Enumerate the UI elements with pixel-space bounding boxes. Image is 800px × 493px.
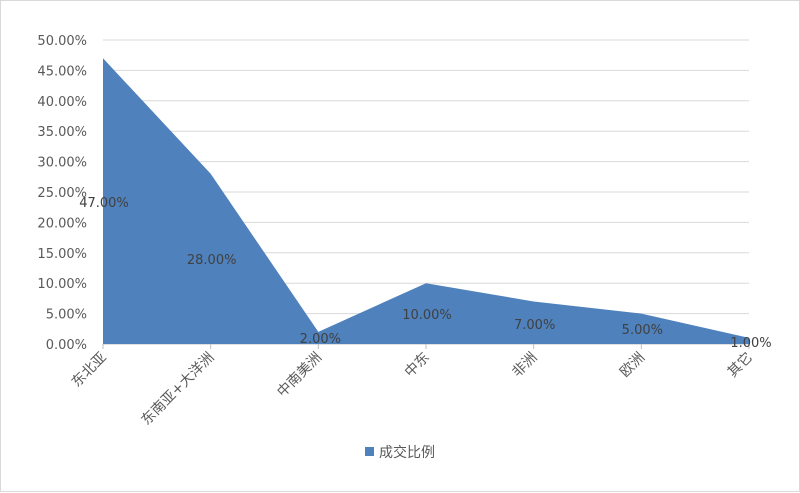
legend: 成交比例 — [365, 444, 435, 461]
y-tick-label: 45.00% — [37, 64, 87, 79]
data-label: 1.00% — [730, 336, 771, 351]
x-tick-label: 中南美洲 — [274, 350, 325, 401]
x-tick-label: 东北亚 — [69, 350, 110, 391]
y-tick-label: 40.00% — [37, 95, 87, 110]
y-tick-label: 50.00% — [37, 34, 87, 49]
y-tick-label: 5.00% — [46, 308, 87, 323]
data-labels: 47.00% 28.00% 2.00% 10.00% 7.00% 5.00% 1.00% — [79, 196, 771, 351]
x-tick-label: 东南亚+大洋洲 — [138, 350, 217, 429]
x-tick-label: 其它 — [724, 349, 756, 381]
data-label: 28.00% — [187, 253, 237, 268]
x-tick-label: 中东 — [402, 350, 433, 381]
y-tick-label: 15.00% — [37, 247, 87, 262]
y-tick-label: 35.00% — [37, 125, 87, 140]
data-label: 2.00% — [300, 332, 341, 347]
data-label: 5.00% — [622, 323, 663, 338]
plot-area — [103, 58, 749, 345]
y-tick-label: 20.00% — [37, 216, 87, 231]
area-series-0 — [103, 58, 749, 345]
x-tick-label: 非洲 — [509, 350, 540, 381]
y-tick-label: 30.00% — [37, 156, 87, 171]
x-tick-label: 欧洲 — [617, 350, 648, 381]
legend-swatch — [365, 447, 374, 456]
y-tick-label: 10.00% — [37, 277, 87, 292]
data-label: 10.00% — [402, 308, 452, 323]
x-axis: 东北亚 东南亚+大洋洲 中南美洲 中东 非洲 欧洲 其它 — [69, 344, 756, 429]
legend-label: 成交比例 — [379, 444, 435, 461]
y-axis: 0.00% 5.00% 10.00% 15.00% 20.00% 25.00% 30.00%… — [37, 34, 87, 353]
data-label: 7.00% — [514, 318, 555, 333]
y-tick-label: 0.00% — [46, 338, 87, 353]
y-tick-label: 25.00% — [37, 186, 87, 201]
data-label: 47.00% — [79, 196, 129, 211]
